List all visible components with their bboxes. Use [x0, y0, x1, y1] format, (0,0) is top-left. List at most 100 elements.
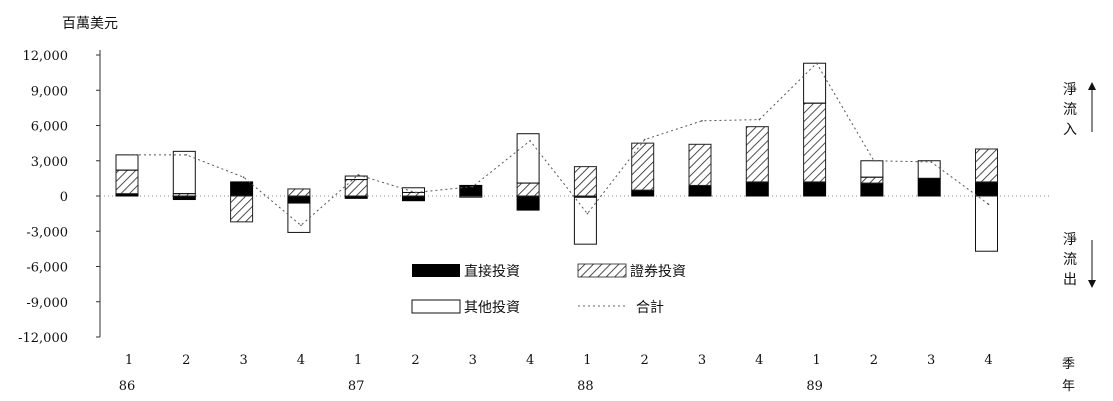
x-tick-label: 3	[698, 353, 706, 368]
bar-segment-outline	[860, 160, 884, 178]
bar-segment-solid	[230, 181, 254, 197]
bar-segment-solid	[803, 181, 827, 197]
legend-label-total: 合計	[636, 300, 664, 316]
bar-segment-outline	[573, 196, 597, 245]
bar-segment-outline	[402, 187, 425, 193]
bar-segment-hatch	[860, 176, 884, 184]
total-line	[129, 62, 989, 227]
total-point	[242, 176, 245, 178]
bar-segment-hatch	[745, 126, 769, 183]
x-axis-labels: 1 2 3 4 1 2 3 4 1 2 3 4 1 2 3 4 86 87 88 89	[119, 353, 993, 394]
y-axis: 12,000 9,000 6,000 3,000 0 -3,000 -6,000 -9,000…	[18, 49, 101, 346]
inflow-arrowhead	[1088, 82, 1096, 90]
bar-segment-outline	[975, 195, 998, 252]
legend-swatch-direct	[412, 264, 460, 277]
bar-segment-outline	[917, 160, 941, 179]
legend-swatch-other	[411, 299, 461, 314]
bar-segment-solid	[860, 182, 884, 197]
bar-segment-hatch	[230, 195, 254, 223]
bar-segment-hatch	[573, 166, 597, 197]
bar-segment-hatch	[115, 169, 139, 195]
total-point	[643, 138, 646, 141]
x-tick-label: 3	[239, 353, 247, 368]
outflow-arrowhead	[1088, 280, 1096, 288]
bar-segment-hatch	[975, 148, 998, 183]
total-point	[357, 174, 360, 176]
inflow-label: 淨流入	[1063, 82, 1077, 138]
outflow-annotation: 淨流出	[1063, 232, 1096, 288]
bar-segment-hatch	[344, 179, 368, 197]
bar-segment-solid	[745, 181, 769, 197]
x-tick-label: 3	[927, 353, 935, 368]
x-tick-label: 2	[641, 353, 649, 368]
total-point	[586, 212, 589, 215]
y-tick-label: -3,000	[26, 225, 68, 240]
year-label: 89	[806, 379, 823, 394]
year-label: 88	[577, 379, 594, 394]
total-point	[185, 154, 188, 156]
inflow-annotation: 淨流入	[1063, 82, 1096, 138]
total-point	[128, 154, 130, 156]
bar-segment-outline	[803, 62, 827, 104]
legend-label-other: 其他投資	[464, 300, 520, 316]
total-point	[758, 118, 761, 121]
y-tick-label: -12,000	[18, 331, 68, 346]
total-point	[414, 191, 417, 194]
bar-segment-outline	[516, 133, 540, 184]
total-point	[701, 120, 703, 122]
x-axis-title: 季年	[1062, 357, 1075, 394]
x-tick-label: 4	[297, 353, 305, 368]
bar-segment-hatch	[516, 182, 540, 197]
x-tick-label: 2	[870, 353, 878, 368]
y-tick-label: 9,000	[31, 84, 68, 99]
year-label: 86	[119, 379, 136, 394]
x-tick-label: 1	[125, 353, 133, 368]
bar-segment-solid	[172, 195, 196, 201]
bars-group	[115, 62, 998, 252]
bar-segment-hatch	[688, 143, 712, 186]
x-tick-label: 4	[984, 353, 992, 368]
year-label: 87	[348, 379, 365, 394]
bar-segment-outline	[459, 195, 483, 198]
total-point	[815, 62, 818, 65]
total-line-group	[128, 62, 990, 227]
y-tick-label: 12,000	[23, 49, 69, 64]
bar-segment-hatch	[287, 188, 311, 197]
bar-segment-hatch	[402, 191, 425, 197]
bar-segment-solid	[975, 181, 998, 197]
bar-segment-outline	[172, 150, 196, 195]
x-tick-label: 2	[182, 353, 190, 368]
total-point	[300, 224, 302, 227]
bar-segment-solid	[917, 177, 941, 197]
bar-segment-hatch	[803, 102, 827, 183]
bar-segment-solid	[688, 184, 712, 197]
legend-label-direct: 直接投資	[464, 263, 520, 280]
bar-segment-outline	[344, 175, 368, 181]
x-tick-label: 1	[812, 353, 820, 368]
bar-segment-solid	[402, 195, 425, 202]
outflow-label: 淨流出	[1063, 232, 1077, 288]
total-point	[987, 203, 990, 206]
x-tick-label: 1	[354, 353, 362, 368]
x-tick-label: 4	[526, 353, 534, 368]
total-point	[873, 159, 875, 162]
x-tick-label: 1	[583, 353, 591, 368]
bar-segment-solid	[516, 195, 540, 211]
y-unit-label: 百萬美元	[62, 16, 118, 32]
bar-segment-solid	[287, 195, 311, 204]
legend: 直接投資 證券投資 其他投資 合計	[411, 263, 686, 316]
y-tick-label: 0	[60, 190, 68, 205]
y-tick-label: 6,000	[31, 120, 68, 135]
total-point	[472, 185, 474, 188]
y-tick-label: -9,000	[26, 296, 68, 311]
legend-swatch-portfolio	[577, 263, 627, 278]
y-tick-label: -6,000	[26, 261, 68, 276]
y-tick-label: 3,000	[31, 155, 68, 170]
x-tick-label: 2	[411, 353, 419, 368]
total-point	[930, 161, 932, 163]
bar-segment-solid	[631, 189, 655, 197]
bar-segment-hatch	[631, 142, 655, 191]
x-tick-label: 4	[755, 353, 763, 368]
x-tick-label: 3	[469, 353, 477, 368]
